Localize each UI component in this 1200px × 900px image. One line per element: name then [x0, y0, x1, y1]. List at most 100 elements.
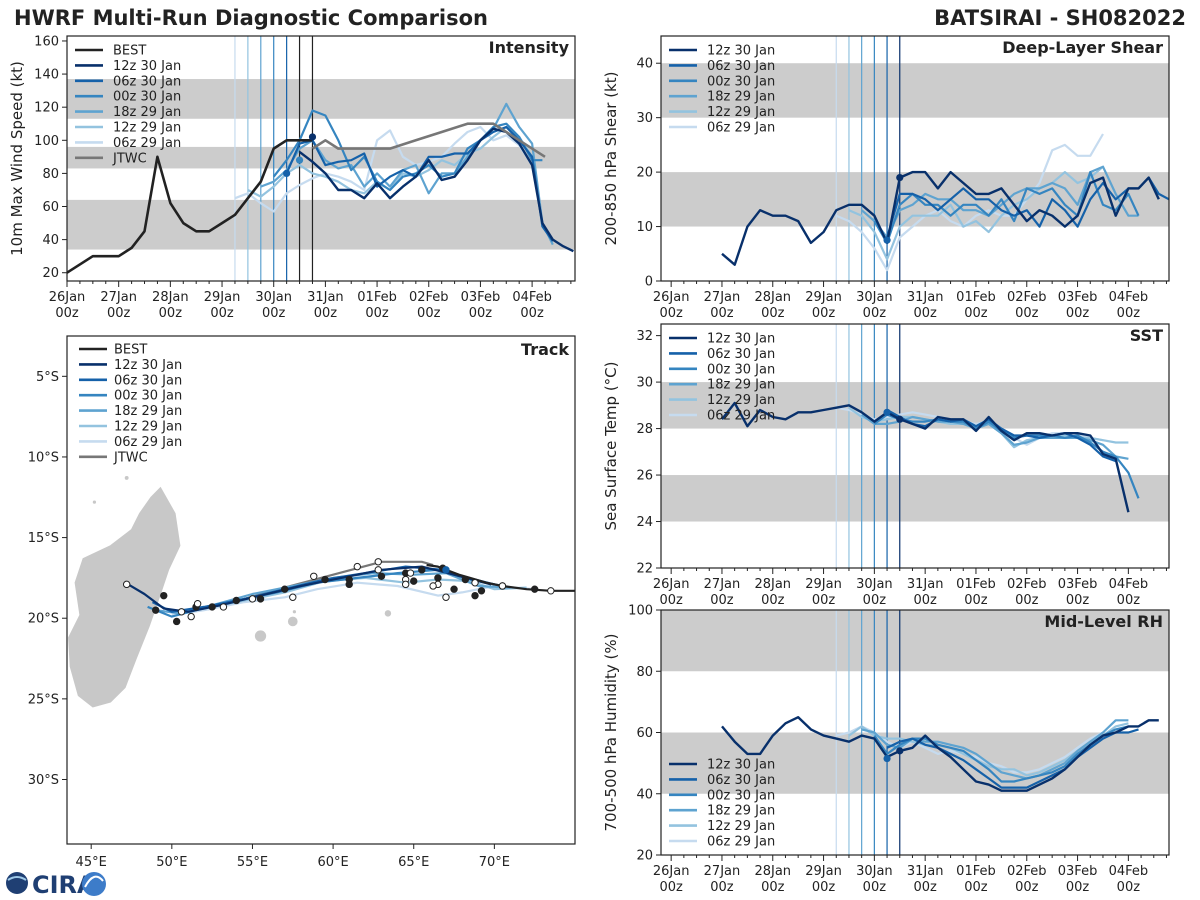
track-position-marker [160, 591, 168, 600]
intensity-xtick-label: 29Jan [204, 290, 241, 305]
shear-series-line [860, 165, 1139, 239]
rh-xtick-label: 27Jan [704, 864, 741, 879]
shear-xtick-sublabel: 00z [863, 306, 887, 321]
track-frame [66, 335, 576, 845]
rh-xtick-sublabel: 00z [1066, 880, 1090, 895]
sst-ytick-label: 24 [636, 515, 653, 530]
intensity-legend-label: 12z 29 Jan [113, 121, 181, 136]
track-ytick-label: 25°S [28, 692, 59, 707]
madagascar-landmass [68, 486, 181, 708]
intensity-legend-label: 12z 30 Jan [113, 59, 181, 74]
sst-series-line [886, 409, 1117, 463]
rh-xtick-sublabel: 00z [863, 880, 887, 895]
intensity-xtick-label: 03Feb [461, 290, 501, 305]
track-xtick-label: 65°E [398, 855, 429, 870]
shear-xtick-sublabel: 00z [913, 306, 937, 321]
track-legend-label: BEST [114, 343, 147, 358]
rh-xtick-label: 02Feb [1007, 864, 1047, 879]
island-landmass [124, 475, 129, 480]
intensity-xtick-sublabel: 00z [107, 306, 131, 321]
rh-panel: 2040608010026Jan00z27Jan00z28Jan00z29Jan… [602, 604, 1170, 895]
shear-xtick-sublabel: 00z [659, 306, 683, 321]
intensity-ytick-label: 100 [34, 134, 59, 149]
track-position-marker [401, 580, 410, 589]
rh-ytick-label: 60 [636, 726, 653, 741]
intensity-xtick-sublabel: 00z [314, 306, 338, 321]
shear-series-line [848, 165, 1104, 261]
track-ytick-label: 5°S [36, 370, 59, 385]
sst-ylabel: Sea Surface Temp (°C) [602, 361, 620, 530]
shear-series-line [721, 170, 1160, 266]
rh-xtick-label: 04Feb [1109, 864, 1149, 879]
track-line [171, 581, 535, 617]
sst-start-marker [883, 408, 891, 416]
sst-legend-label: 06z 29 Jan [707, 409, 775, 424]
rh-legend-label: 12z 30 Jan [707, 758, 775, 773]
intensity-xtick-sublabel: 00z [55, 306, 79, 321]
intensity-xtick-label: 31Jan [307, 290, 344, 305]
sst-legend-label: 12z 30 Jan [707, 332, 775, 347]
track-position-marker [232, 596, 241, 605]
intensity-start-marker [283, 169, 291, 177]
shear-xtick-label: 28Jan [754, 290, 791, 305]
rh-legend-label: 00z 30 Jan [707, 788, 775, 803]
rh-xtick-sublabel: 00z [913, 880, 937, 895]
track-position-marker [377, 572, 386, 580]
sst-xtick-label: 04Feb [1109, 577, 1149, 592]
track-position-marker [471, 591, 479, 600]
rh-legend-label: 06z 29 Jan [707, 835, 775, 850]
intensity-series-line [272, 109, 543, 192]
rh-start-marker [896, 747, 904, 755]
rh-xtick-sublabel: 00z [1015, 880, 1039, 895]
rh-xtick-sublabel: 00z [812, 880, 836, 895]
intensity-xtick-sublabel: 00z [469, 306, 493, 321]
track-position-marker [256, 595, 265, 603]
sst-xtick-label: 03Feb [1058, 577, 1098, 592]
shear-legend-label: 06z 30 Jan [707, 59, 775, 74]
rh-xtick-sublabel: 00z [1117, 880, 1141, 895]
track-ytick-label: 15°S [28, 531, 59, 546]
sst-xtick-sublabel: 00z [761, 593, 785, 608]
intensity-ytick-label: 140 [34, 68, 59, 83]
sst-xtick-sublabel: 00z [1066, 593, 1090, 608]
sst-xtick-label: 28Jan [754, 577, 791, 592]
intensity-start-marker [295, 156, 304, 164]
intensity-xtick-sublabel: 00z [159, 306, 183, 321]
intensity-xtick-label: 26Jan [49, 290, 86, 305]
track-position-marker [530, 585, 539, 593]
track-position-marker [187, 612, 195, 621]
sst-panel-title: SST [1130, 326, 1163, 345]
intensity-xtick-label: 04Feb [512, 290, 552, 305]
shear-panel-title: Deep-Layer Shear [1002, 38, 1163, 57]
track-xtick-label: 50°E [156, 855, 187, 870]
intensity-legend-label: 06z 29 Jan [113, 136, 181, 151]
track-legend-label: 12z 29 Jan [114, 420, 182, 435]
shear-xtick-label: 29Jan [805, 290, 842, 305]
rh-xtick-label: 29Jan [805, 864, 842, 879]
globe-icon [6, 872, 28, 894]
track-xtick-label: 70°E [479, 855, 510, 870]
track-position-marker [461, 575, 470, 584]
shear-xtick-sublabel: 00z [812, 306, 836, 321]
track-legend-label: 06z 30 Jan [114, 373, 182, 388]
cira-logo: CIRA [6, 871, 106, 899]
intensity-start-marker [308, 133, 317, 141]
sst-xtick-label: 27Jan [704, 577, 741, 592]
intensity-xtick-label: 28Jan [152, 290, 189, 305]
track-position-marker [442, 566, 450, 574]
intensity-band [67, 199, 575, 250]
track-position-marker [406, 569, 415, 577]
sst-xtick-sublabel: 00z [964, 593, 988, 608]
island-landmass [384, 610, 392, 617]
island-landmass [287, 616, 298, 627]
shear-xtick-label: 03Feb [1058, 290, 1098, 305]
shear-xtick-label: 30Jan [856, 290, 893, 305]
shear-legend-label: 06z 29 Jan [707, 121, 775, 136]
sst-xtick-sublabel: 00z [659, 593, 683, 608]
rh-band [661, 610, 1169, 672]
island-landmass [292, 610, 297, 614]
intensity-legend-label: BEST [113, 44, 146, 59]
intensity-legend-label: JTWC [112, 151, 147, 166]
shear-xtick-sublabel: 00z [1117, 306, 1141, 321]
